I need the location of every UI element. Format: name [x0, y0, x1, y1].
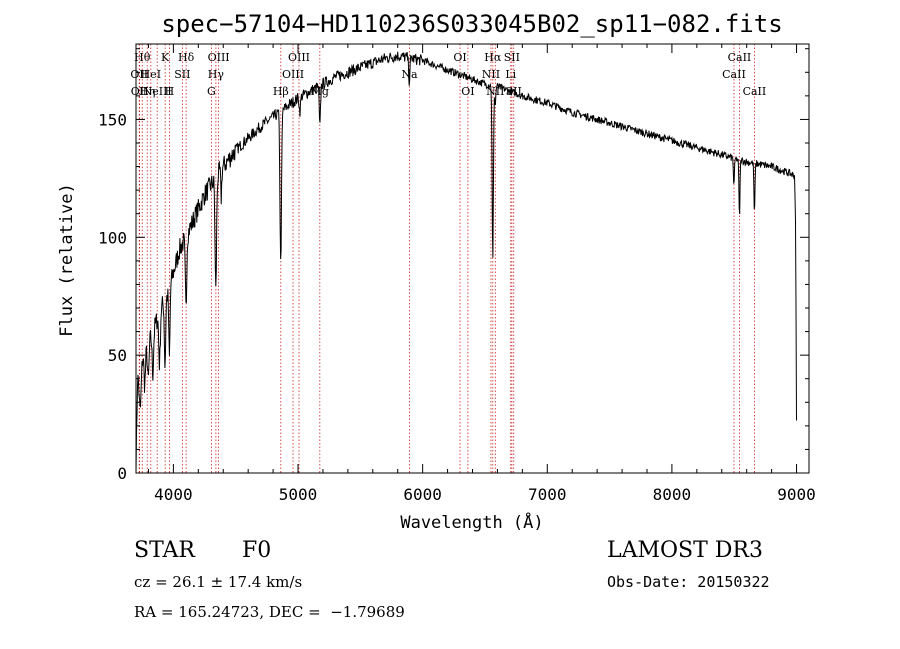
spectral-line-label: SII [504, 51, 520, 64]
spectral-line-labels: OII OII Hθ Hη HeI NeIII K H SII Hδ G Hγ OIII Hβ OIII OI… [130, 51, 766, 98]
sky-coordinates: RA = 165.24723, DEC = −1.79689 [134, 603, 405, 621]
object-class: STAR [134, 538, 195, 563]
x-axis-label: Wavelength (Å) [400, 511, 543, 533]
y-axis: 0 50 100 150 [98, 48, 809, 483]
spectral-line-label: OII [131, 85, 149, 98]
plot-frame [135, 43, 810, 474]
spectral-line-label: OII [130, 68, 148, 81]
spectral-line-label: OI [461, 85, 474, 98]
spectral-line-label: OIII [282, 68, 304, 81]
spectral-line-label: Hη [139, 85, 155, 98]
x-tick-label: 5000 [279, 485, 318, 504]
spectral-line-label: OIII [288, 51, 310, 64]
spectral-line-label: NeIII [143, 85, 172, 98]
y-tick-label: 50 [108, 346, 127, 365]
spectral-line-label: CaII [722, 68, 746, 81]
spectral-line-label: H [165, 85, 175, 98]
spectral-line-label: Hα [484, 51, 502, 64]
y-tick-label: 100 [98, 228, 127, 247]
spectral-line-label: Hθ [134, 51, 151, 64]
x-tick-label: 8000 [653, 485, 692, 504]
x-tick-label: 4000 [154, 485, 193, 504]
chart-title: spec−57104−HD110236S033045B02_sp11−082.f… [161, 10, 782, 38]
spectral-line-label: HeI [141, 68, 161, 81]
spectral-line-label: CaII [743, 85, 767, 98]
x-tick-label: 6000 [403, 485, 442, 504]
spectral-line-label: NII [482, 68, 500, 81]
spectral-line-label: OIII [208, 51, 230, 64]
survey-release: LAMOST DR3 [607, 538, 763, 563]
y-tick-label: 0 [117, 464, 127, 483]
observation-date: Obs-Date: 20150322 [607, 573, 770, 591]
spectral-line-label: Hδ [178, 51, 195, 64]
y-tick-label: 150 [98, 110, 127, 129]
spectral-line-markers [138, 44, 755, 473]
spectral-line-label: CaII [728, 51, 752, 64]
spectral-line-label: OI [453, 51, 466, 64]
spectral-line-label: Hβ [273, 85, 289, 98]
x-tick-label: 9000 [777, 485, 816, 504]
x-axis: 4000 5000 6000 7000 8000 9000 [147, 44, 816, 504]
spectral-line-label: G [207, 85, 216, 98]
spectral-line-label: Li [505, 68, 516, 81]
redshift-velocity: cz = 26.1 ± 17.4 km/s [134, 573, 303, 591]
spectral-line-label: SII [174, 68, 190, 81]
x-tick-label: 7000 [528, 485, 567, 504]
spectrum-line [135, 51, 797, 474]
y-axis-label: Flux (relative) [57, 183, 77, 337]
object-subclass: F0 [242, 538, 272, 563]
spectral-line-label: Hγ [208, 68, 225, 81]
spectral-line-label: K [161, 51, 170, 64]
